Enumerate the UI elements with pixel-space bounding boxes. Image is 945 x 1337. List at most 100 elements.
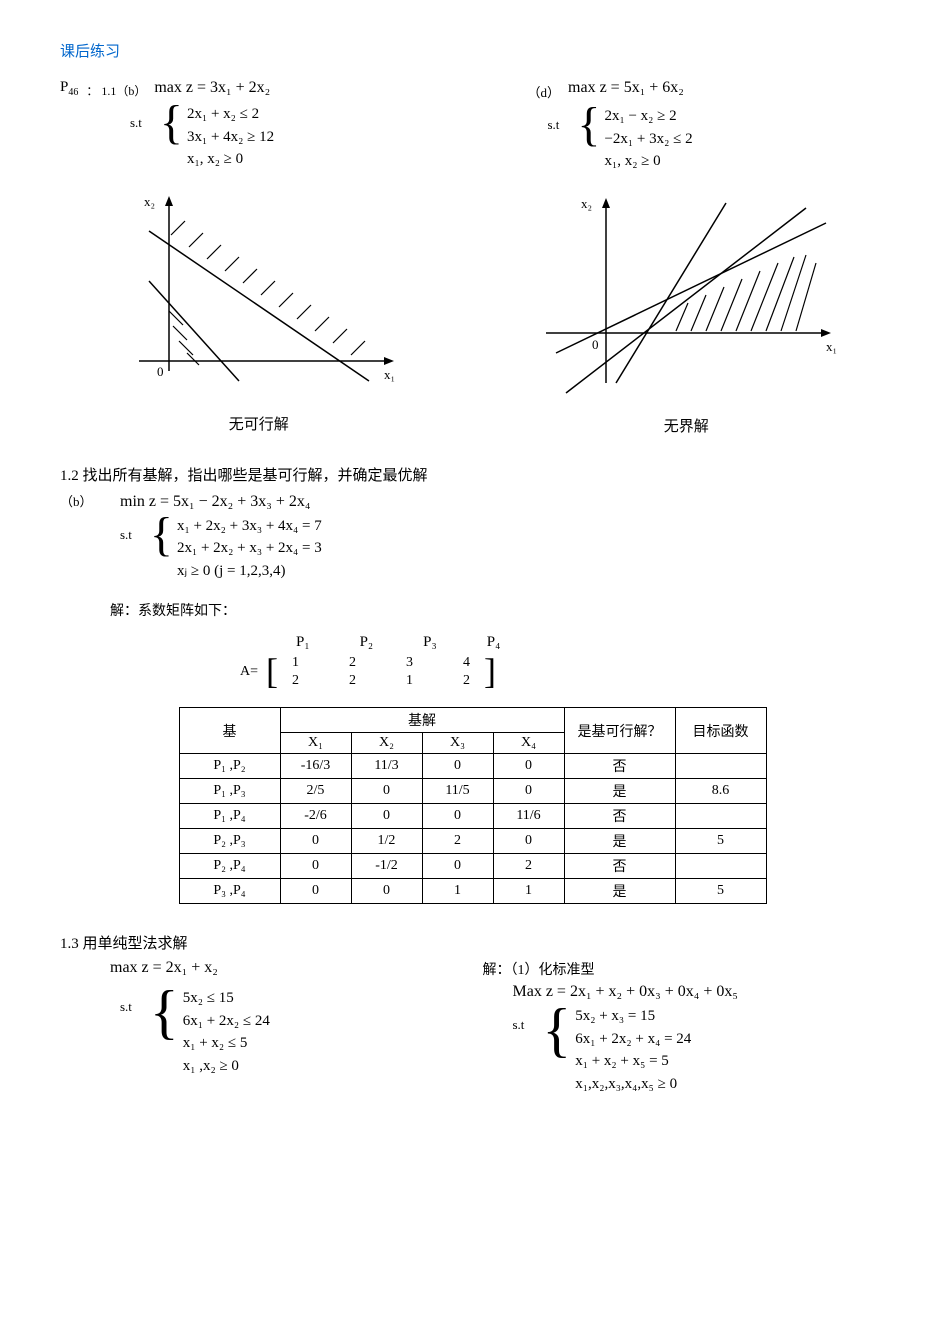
table-row: P₁ ,P₃2/5011/50是8.6: [179, 779, 766, 804]
st-label-1-2: s.t: [120, 527, 132, 543]
p12-c3: xⱼ ≥ 0 (j = 1,2,3,4): [177, 560, 322, 583]
brace-d: {: [577, 103, 600, 146]
axis-x2-d: x₂: [581, 196, 592, 211]
cell-x1: -16/3: [280, 754, 351, 779]
cell-x2: 0: [351, 804, 422, 829]
b-c2: 3x₁ + 4x₂ ≥ 12: [187, 126, 274, 149]
cell-bfs: 是: [564, 779, 675, 804]
cell-b: P₁ ,P₃: [179, 779, 280, 804]
cell-x1: 2/5: [280, 779, 351, 804]
cell-obj: 5: [675, 879, 766, 904]
problem-1-2-title: 1.2 找出所有基解，指出哪些是基可行解，并确定最优解: [60, 464, 885, 485]
cell-obj: 5: [675, 829, 766, 854]
p13-sol-label: 解：（1）化标准型: [483, 959, 886, 979]
objective-b: max z = 3x₁ + 2x₂: [154, 79, 270, 97]
cell-bfs: 是: [564, 879, 675, 904]
label-1-2-b: （b）: [60, 494, 93, 509]
axis-x2-b: x₂: [144, 194, 155, 209]
coef-matrix: P₁ P₂ P₃ P₄ A= [ 1 2 3 4 2 2 1 2 ]: [240, 634, 885, 689]
m00: 1: [292, 655, 299, 671]
r-c1: 5x₂ + x₃ = 15: [575, 1005, 691, 1028]
p13-right: 解：（1）化标准型 Max z = 2x₁ + x₂ + 0x₃ + 0x₄ +…: [483, 959, 886, 1095]
constraints-1-3-l: 5x₂ ≤ 15 6x₁ + 2x₂ ≤ 24 x₁ + x₂ ≤ 5 x₁ ,…: [183, 987, 270, 1077]
th-x2: X₂: [351, 733, 422, 754]
brace-b: {: [160, 101, 183, 144]
th-basis: 基: [179, 708, 280, 754]
cell-x1: 0: [280, 854, 351, 879]
graph-b: x₂ x₁ 0: [109, 181, 409, 401]
cell-b: P₂ ,P₃: [179, 829, 280, 854]
cell-obj: 8.6: [675, 779, 766, 804]
cell-x2: 1/2: [351, 829, 422, 854]
bracket-right: ]: [484, 661, 496, 683]
constraints-1-2: x₁ + 2x₂ + 3x₃ + 4x₄ = 7 2x₁ + 2x₂ + x₃ …: [177, 515, 322, 583]
table-row: P₂ ,P₃01/220是5: [179, 829, 766, 854]
th-bfs: 是基可行解？: [564, 708, 675, 754]
m10: 2: [292, 673, 299, 689]
cell-b: P₃ ,P₄: [179, 879, 280, 904]
l-c3: x₁ + x₂ ≤ 5: [183, 1032, 270, 1055]
problem-1-1-row: P46 ： 1.1（b） max z = 3x₁ + 2x₂ s.t { 2x₁…: [60, 79, 885, 436]
cell-x1: 0: [280, 879, 351, 904]
cell-b: P₁ ,P₄: [179, 804, 280, 829]
p13-left: max z = 2x₁ + x₂ s.t { 5x₂ ≤ 15 6x₁ + 2x…: [60, 959, 463, 1095]
r-c4: x₁,x₂,x₃,x₄,x₅ ≥ 0: [575, 1073, 691, 1096]
problem-1-3-title: 1.3 用单纯型法求解: [60, 932, 885, 953]
cell-x2: -1/2: [351, 854, 422, 879]
table-row: P₂ ,P₄0-1/202否: [179, 854, 766, 879]
bracket-left: [: [266, 661, 278, 683]
label-1-1-d: （d）: [528, 82, 561, 101]
problem-1-1-d: （d） max z = 5x₁ + 6x₂ s.t { 2x₁ − x₂ ≥ 2…: [488, 79, 886, 436]
cell-x4: 1: [493, 879, 564, 904]
objective-1-2: min z = 5x₁ − 2x₂ + 3x₃ + 2x₄: [120, 493, 310, 510]
constraints-b: 2x₁ + x₂ ≤ 2 3x₁ + 4x₂ ≥ 12 x₁, x₂ ≥ 0: [187, 103, 274, 171]
m02: 3: [406, 655, 413, 671]
th-x3: X₃: [422, 733, 493, 754]
constraints-d: 2x₁ − x₂ ≥ 2 −2x₁ + 3x₂ ≤ 2 x₁, x₂ ≥ 0: [604, 105, 692, 173]
table-row: P₁ ,P₂-16/311/300否: [179, 754, 766, 779]
cell-b: P₁ ,P₂: [179, 754, 280, 779]
d-c3: x₁, x₂ ≥ 0: [604, 150, 692, 173]
m12: 1: [406, 673, 413, 689]
cell-x3: 11/5: [422, 779, 493, 804]
th-obj: 目标函数: [675, 708, 766, 754]
p12-c2: 2x₁ + 2x₂ + x₃ + 2x₄ = 3: [177, 537, 322, 560]
cell-b: P₂ ,P₄: [179, 854, 280, 879]
cell-bfs: 是: [564, 829, 675, 854]
cell-x3: 0: [422, 804, 493, 829]
cell-x2: 0: [351, 879, 422, 904]
cell-x3: 1: [422, 879, 493, 904]
objective-1-3-left: max z = 2x₁ + x₂: [110, 959, 463, 977]
page-header: 课后练习: [60, 40, 885, 61]
cell-x1: 0: [280, 829, 351, 854]
r-c3: x₁ + x₂ + x₅ = 5: [575, 1050, 691, 1073]
problem-1-1-b: P46 ： 1.1（b） max z = 3x₁ + 2x₂ s.t { 2x₁…: [60, 79, 458, 436]
th-x4: X₄: [493, 733, 564, 754]
brace-1-3-l: {: [150, 985, 179, 1039]
cell-x4: 2: [493, 854, 564, 879]
d-c2: −2x₁ + 3x₂ ≤ 2: [604, 128, 692, 151]
matrix-A: A=: [240, 664, 258, 680]
st-label-1-3-r: s.t: [513, 1017, 525, 1033]
th-sol: 基解: [280, 708, 564, 733]
th-x1: X₁: [280, 733, 351, 754]
st-label-b: s.t: [130, 115, 142, 131]
axis-0-b: 0: [157, 364, 164, 379]
cell-x4: 0: [493, 829, 564, 854]
objective-d: max z = 5x₁ + 6x₂: [568, 79, 684, 97]
m13: 2: [463, 673, 470, 689]
cell-obj: [675, 854, 766, 879]
p46-prefix: P46: [60, 79, 78, 98]
brace-1-3-r: {: [542, 1003, 571, 1057]
basis-table: 基 基解 是基可行解？ 目标函数 X₁ X₂ X₃ X₄ P₁ ,P₂-16/3…: [179, 707, 767, 904]
b-c1: 2x₁ + x₂ ≤ 2: [187, 103, 274, 126]
cell-x2: 0: [351, 779, 422, 804]
cell-obj: [675, 754, 766, 779]
caption-d: 无界解: [488, 415, 886, 436]
mh-p3: P₃: [423, 634, 437, 651]
cell-x3: 0: [422, 854, 493, 879]
caption-b: 无可行解: [60, 413, 458, 434]
mh-p1: P₁: [296, 634, 310, 651]
m03: 4: [463, 655, 470, 671]
p-sub: 46: [68, 87, 78, 98]
